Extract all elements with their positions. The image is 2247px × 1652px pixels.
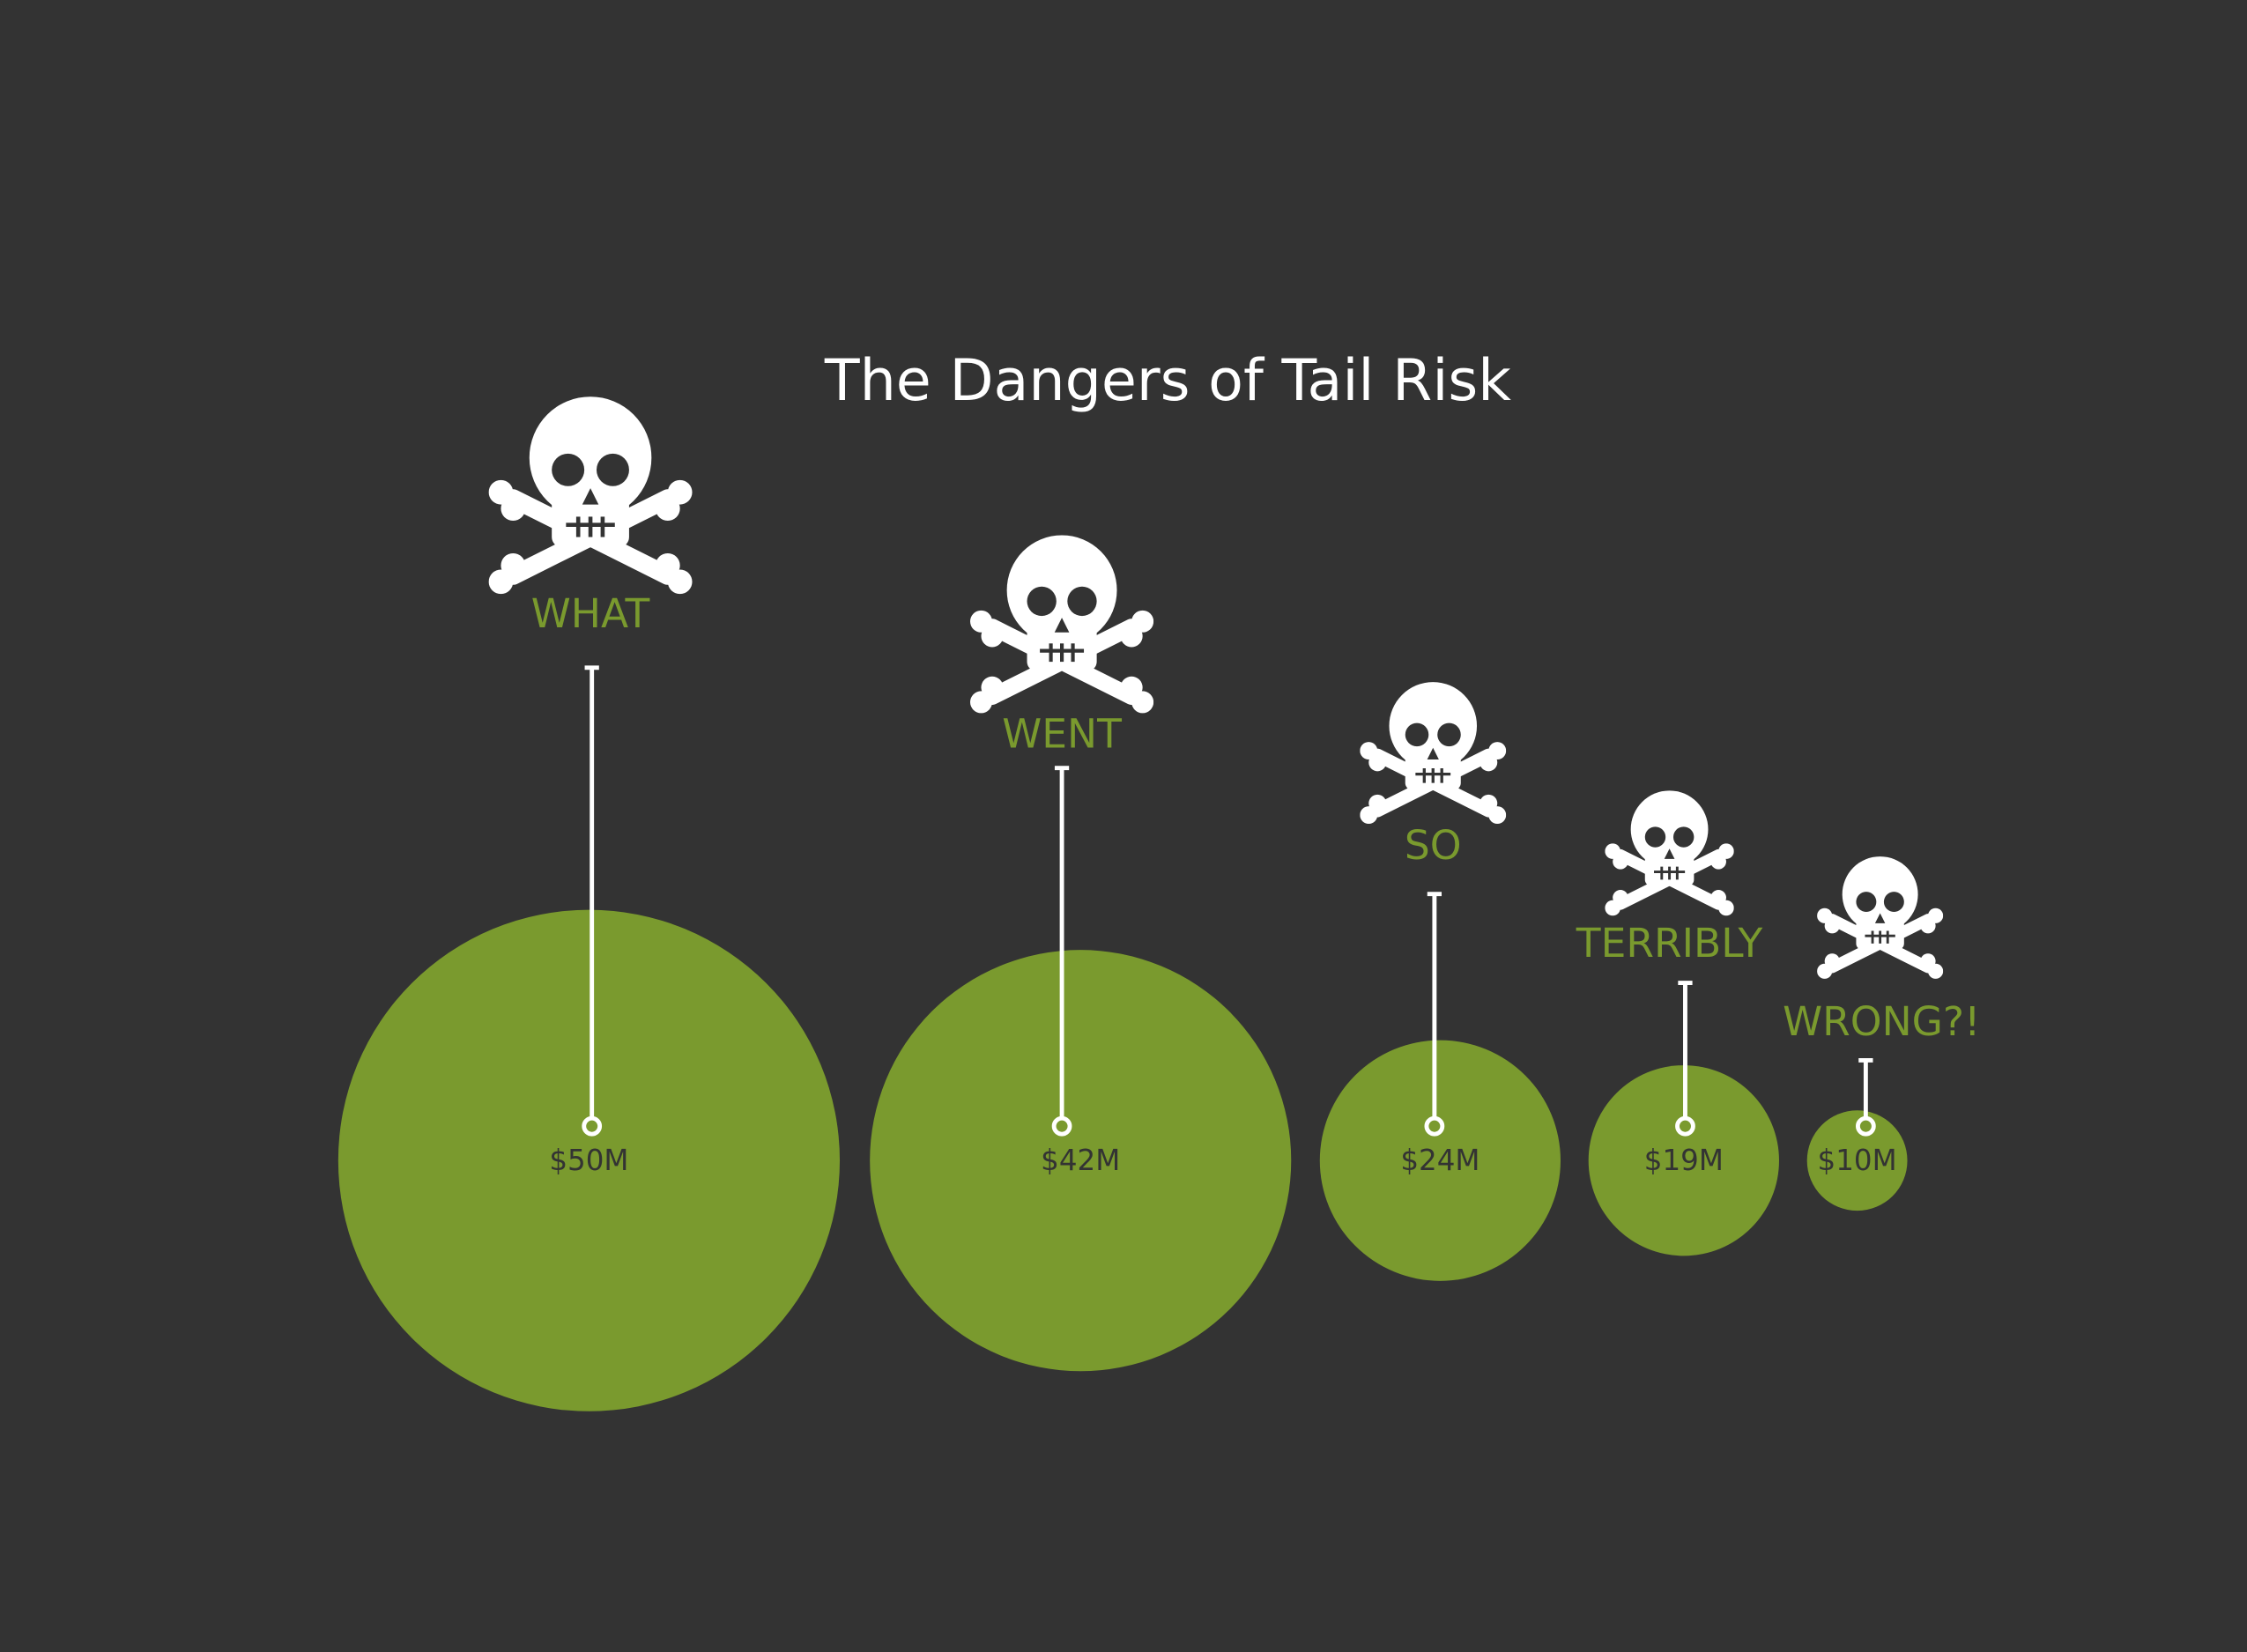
- bubble: [1588, 1065, 1779, 1256]
- category-label: WENT: [1002, 710, 1122, 757]
- bubble: [1319, 1040, 1561, 1281]
- skull-icon: [1360, 682, 1506, 824]
- value-label: $24M: [1400, 1144, 1479, 1177]
- bubble: [337, 909, 841, 1411]
- value-label: $50M: [549, 1144, 628, 1177]
- value-label: $10M: [1818, 1144, 1897, 1177]
- connector-dot: [1675, 1115, 1695, 1137]
- skull-icon: [970, 535, 1153, 713]
- chart-title: The Dangers of Tail Risk: [824, 348, 1511, 414]
- connector-dot: [582, 1115, 603, 1137]
- value-label: $42M: [1041, 1144, 1120, 1177]
- category-label: TERRIBLY: [1576, 920, 1763, 967]
- connector-dot: [1424, 1115, 1445, 1137]
- skull-icon: [1605, 790, 1733, 915]
- bubble: [870, 950, 1292, 1372]
- skull-icon: [1817, 856, 1943, 979]
- category-label: SO: [1405, 822, 1462, 869]
- category-label: WHAT: [531, 590, 650, 637]
- skull-icon: [489, 396, 693, 594]
- value-label: $19M: [1644, 1144, 1724, 1177]
- connector-dot: [1855, 1115, 1876, 1137]
- category-label: WRONG?!: [1783, 998, 1980, 1045]
- bubble: [1806, 1110, 1908, 1211]
- connector-dot: [1051, 1115, 1072, 1137]
